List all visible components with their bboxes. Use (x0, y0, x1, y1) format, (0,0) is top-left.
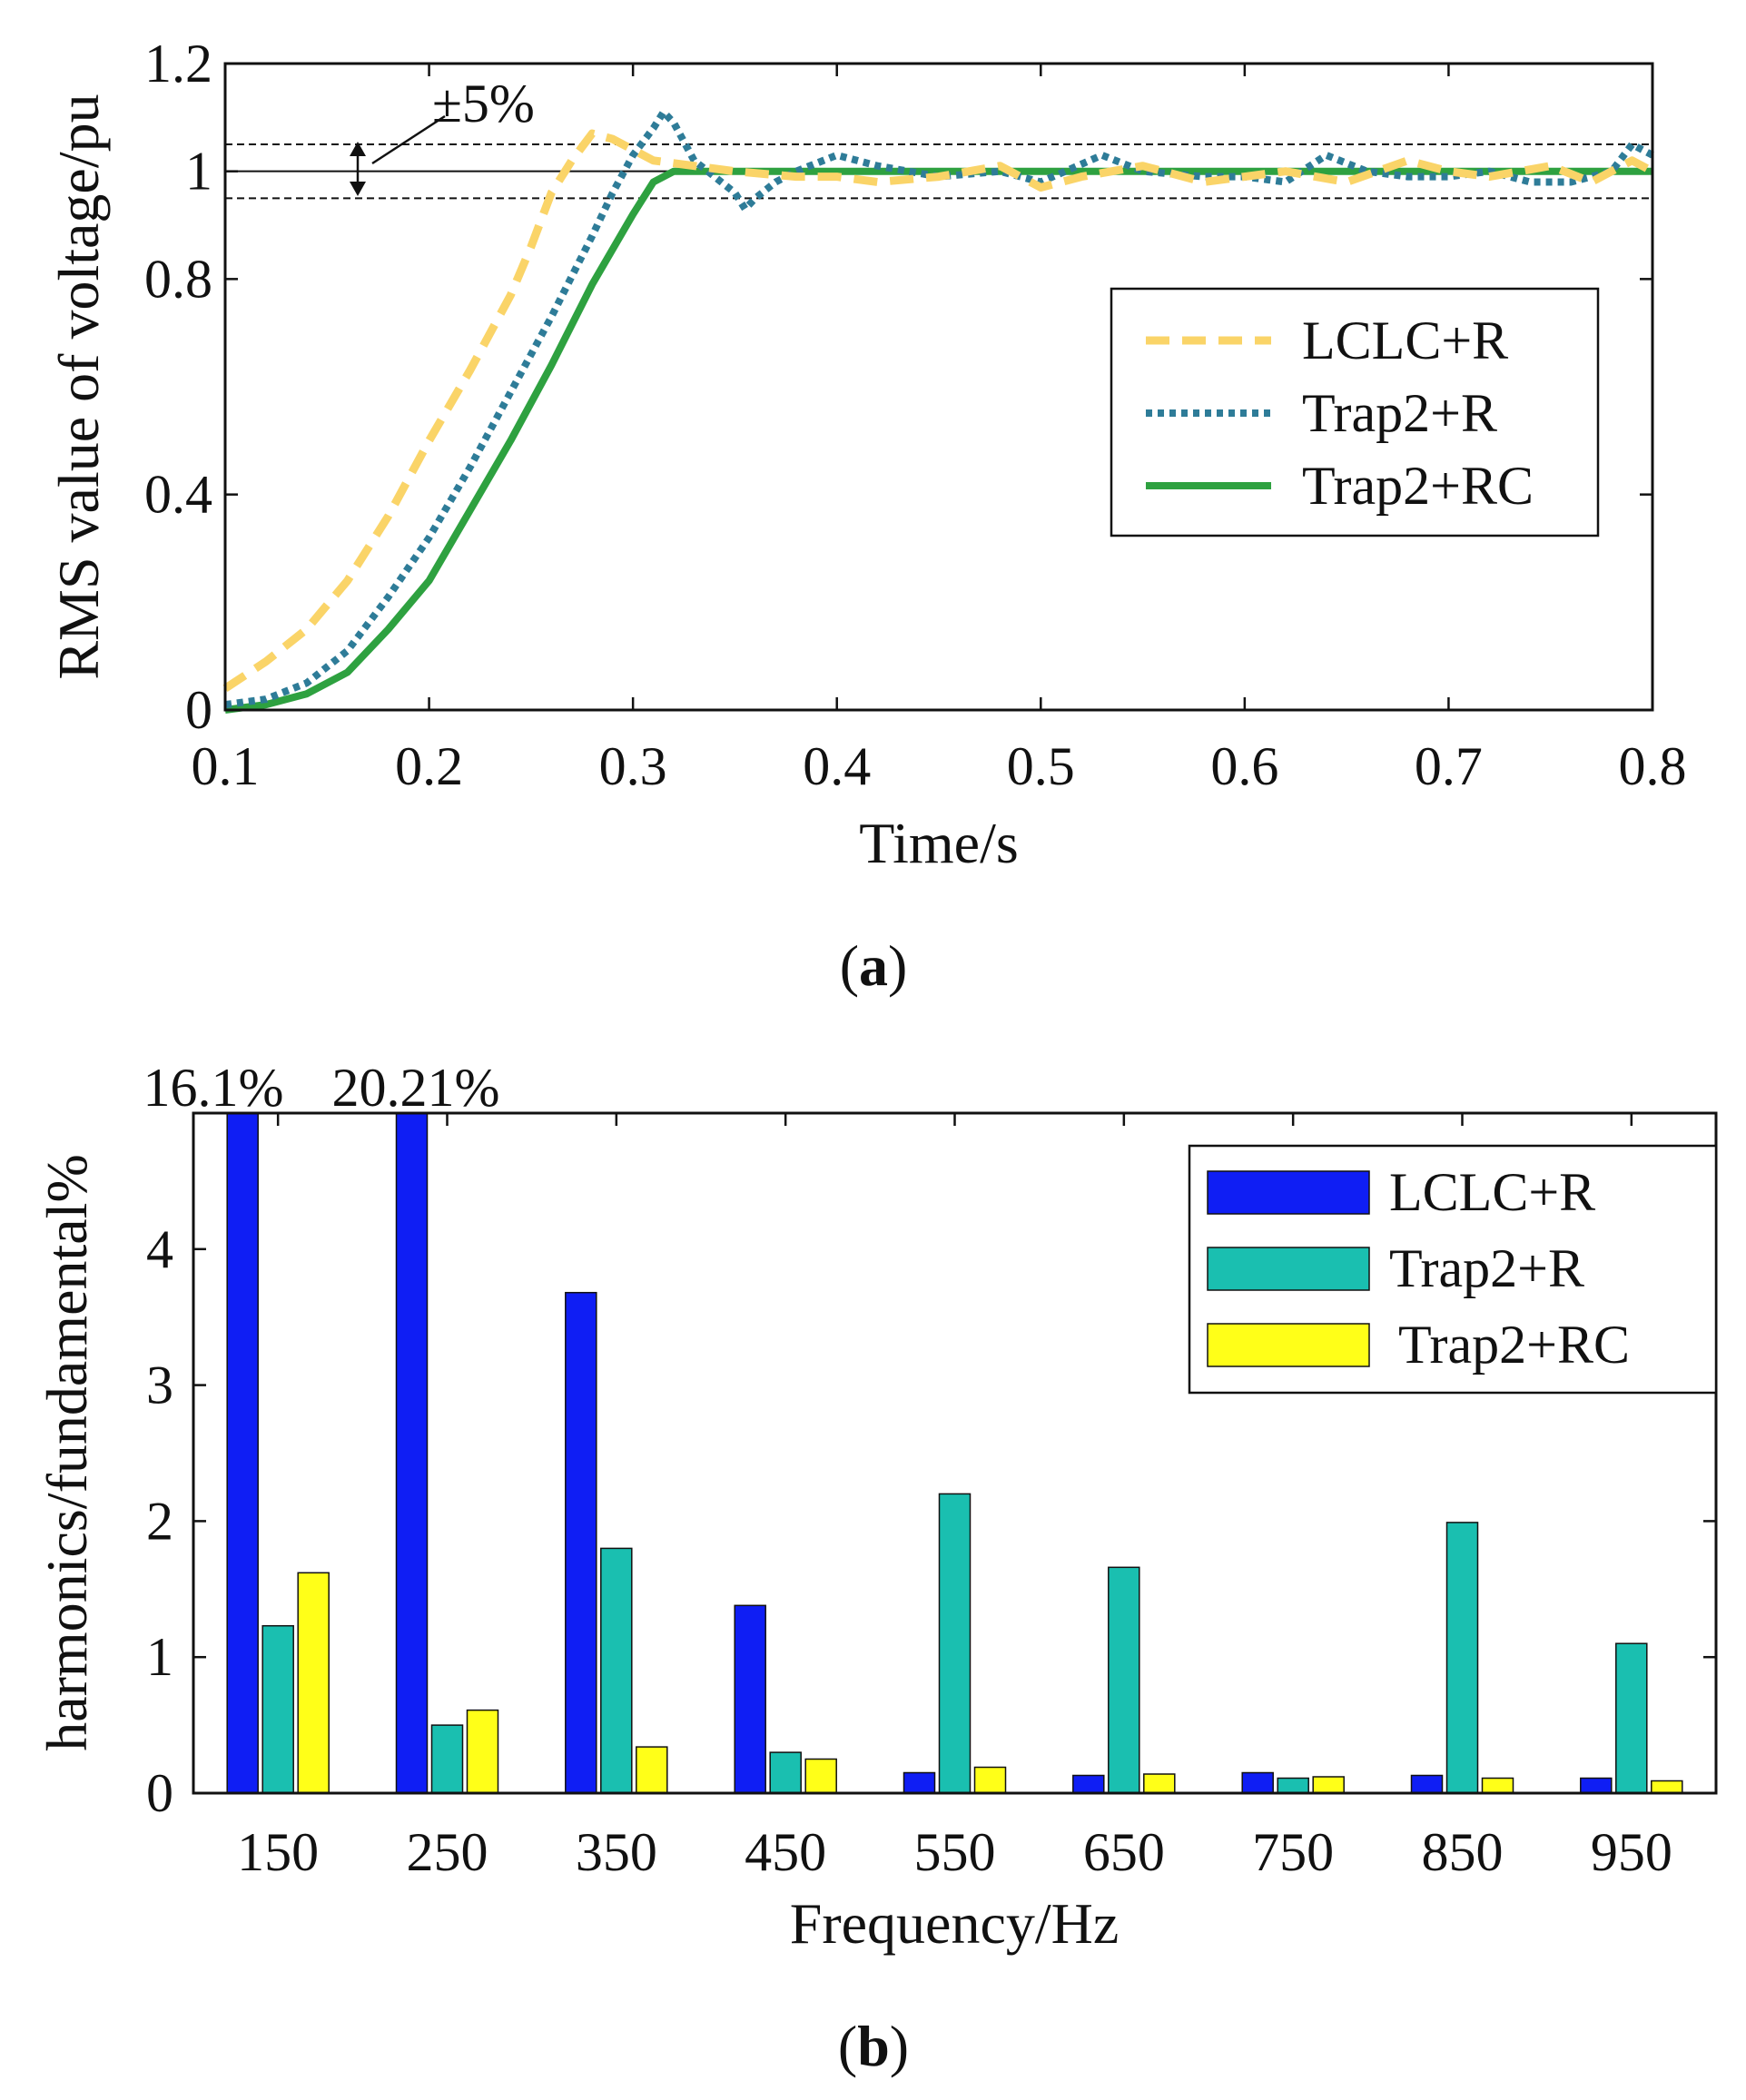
b-x-tick-label-250: 250 (407, 1822, 488, 1882)
tolerance-arrow-up-icon (350, 142, 366, 156)
bar-trap2-rc-150 (297, 1572, 330, 1794)
bar-trap2-rc-950 (1651, 1780, 1683, 1794)
a-x-tick-label-0-3: 0.3 (599, 736, 667, 796)
bar-trap2-r-550 (938, 1493, 972, 1794)
b-x-tick-label-550: 550 (914, 1822, 996, 1882)
bar-trap2-rc-350 (636, 1746, 668, 1794)
bar-trap2-rc-850 (1481, 1777, 1514, 1794)
panel-a-line-chart: 0.1 0.2 0.3 0.4 0.5 0.6 0.7 0.8 0 0.4 0.8 1 1.2 Tim… (46, 34, 1687, 998)
panel-a-y-axis-label: RMS value of voltage/pu (46, 94, 111, 679)
bar-trap2-r-450 (769, 1751, 802, 1794)
legend-b-swatch-trap2-r (1207, 1247, 1370, 1291)
a-x-tick-label-0-5: 0.5 (1007, 736, 1075, 796)
b-x-tick-label-350: 350 (576, 1822, 657, 1882)
panel-b-plot-frame (192, 1111, 1718, 1795)
panel-b-x-tick-labels: 150 250 350 450 550 650 750 850 950 (237, 1822, 1672, 1882)
bar-lclc-r-850 (1410, 1774, 1444, 1794)
legend-a-label-lclc-r: LCLC+R (1302, 311, 1508, 370)
a-y-tick-label-1: 1 (185, 142, 212, 202)
panel-b-y-axis-label: harmonics/fundamental% (35, 1154, 99, 1751)
b-y-tick-label-4: 4 (146, 1219, 173, 1279)
panel-b-caption-close: ) (890, 2014, 909, 2078)
panel-a-legend: LCLC+R Trap2+R Trap2+RC (1110, 287, 1600, 537)
panel-a-caption: (a) (840, 933, 908, 998)
panel-a-caption-letter: a (859, 933, 888, 998)
a-x-tick-label-0-7: 0.7 (1415, 736, 1483, 796)
legend-b-swatch-trap2-rc (1207, 1323, 1370, 1367)
legend-a-label-trap2-r: Trap2+R (1302, 383, 1497, 443)
bar-trap2-rc-550 (973, 1766, 1007, 1794)
b-y-tick-label-0: 0 (146, 1763, 173, 1823)
legend-b-label-trap2-r: Trap2+R (1389, 1238, 1584, 1298)
panel-a-caption-open: ( (840, 933, 859, 998)
series-line-trap2-r (224, 108, 1654, 709)
tolerance-band-label: ±5% (432, 74, 535, 133)
panel-b-caption-open: ( (838, 2014, 857, 2078)
panel-b-x-axis-label: Frequency/Hz (790, 1891, 1120, 1956)
bar-lclc-r-350 (565, 1291, 597, 1794)
a-x-tick-label-0-2: 0.2 (395, 736, 463, 796)
bar-lclc-r-650 (1072, 1774, 1105, 1794)
a-y-tick-label-0-8: 0.8 (144, 249, 212, 309)
a-x-tick-label-0-4: 0.4 (803, 736, 871, 796)
legend-b-label-trap2-rc: Trap2+RC (1398, 1315, 1630, 1375)
b-x-tick-label-850: 850 (1422, 1822, 1504, 1882)
a-x-tick-label-0-8: 0.8 (1619, 736, 1687, 796)
b-x-tick-label-150: 150 (237, 1822, 319, 1882)
panel-b-y-tick-labels: 0 1 2 3 4 (146, 1219, 173, 1823)
a-y-tick-label-0: 0 (185, 680, 212, 740)
b-x-tick-label-750: 750 (1252, 1822, 1334, 1882)
bar-lclc-r-150 (226, 1112, 259, 1794)
bar-trap2-r-950 (1615, 1642, 1648, 1794)
bar-trap2-r-250 (430, 1724, 464, 1794)
legend-b-swatch-lclc-r (1207, 1170, 1370, 1215)
panel-b-caption: (b) (838, 2014, 909, 2078)
b-x-tick-label-650: 650 (1083, 1822, 1165, 1882)
legend-b-label-lclc-r: LCLC+R (1389, 1162, 1595, 1222)
bar-trap2-r-650 (1108, 1566, 1140, 1794)
bar-trap2-rc-650 (1143, 1773, 1176, 1794)
bar-lclc-r-250 (395, 1112, 429, 1794)
a-x-tick-label-0-1: 0.1 (192, 736, 260, 796)
bar-lclc-r-950 (1580, 1777, 1613, 1794)
bar-trap2-r-150 (261, 1624, 294, 1794)
panel-a-x-tick-labels: 0.1 0.2 0.3 0.4 0.5 0.6 0.7 0.8 (192, 736, 1687, 796)
bar-lclc-r-750 (1241, 1771, 1274, 1794)
bar-lclc-r-450 (734, 1604, 766, 1794)
clipped-value-label-150: 16.1% (143, 1058, 284, 1118)
panel-a-x-axis-label: Time/s (859, 811, 1019, 875)
panel-a-y-tick-labels: 0 0.4 0.8 1 1.2 (144, 34, 212, 740)
tolerance-leader-line (371, 114, 446, 165)
panel-a-series-group (222, 108, 1655, 714)
tolerance-arrow-down-icon (350, 182, 366, 196)
b-y-tick-label-2: 2 (146, 1491, 173, 1551)
bar-trap2-rc-250 (466, 1709, 499, 1794)
panel-b-caption-letter: b (857, 2014, 890, 2078)
bar-trap2-rc-750 (1312, 1776, 1345, 1794)
panel-b-legend: LCLC+R Trap2+R Trap2+RC (1188, 1144, 1718, 1395)
clipped-value-label-250: 20.21% (332, 1058, 500, 1118)
a-y-tick-label-0-4: 0.4 (144, 465, 212, 525)
series-line-trap2-rc (224, 167, 1652, 714)
panel-a-caption-close: ) (888, 933, 907, 998)
a-x-tick-label-0-6: 0.6 (1210, 736, 1278, 796)
bar-lclc-r-550 (903, 1771, 936, 1794)
legend-a-label-trap2-rc: Trap2+RC (1302, 456, 1534, 516)
b-y-tick-label-3: 3 (146, 1356, 173, 1415)
bar-trap2-r-850 (1445, 1522, 1479, 1794)
panel-a-plot-frame (223, 62, 1654, 712)
bar-trap2-r-350 (600, 1547, 633, 1794)
b-y-tick-label-1: 1 (146, 1627, 173, 1687)
b-x-tick-label-450: 450 (745, 1822, 826, 1882)
a-y-tick-label-1-2: 1.2 (144, 34, 212, 94)
tolerance-annotation: ±5% (350, 74, 535, 196)
bar-trap2-r-750 (1277, 1777, 1309, 1794)
b-x-tick-label-950: 950 (1591, 1822, 1672, 1882)
panel-a-legend-box (1110, 287, 1600, 537)
bar-trap2-rc-450 (804, 1758, 837, 1794)
